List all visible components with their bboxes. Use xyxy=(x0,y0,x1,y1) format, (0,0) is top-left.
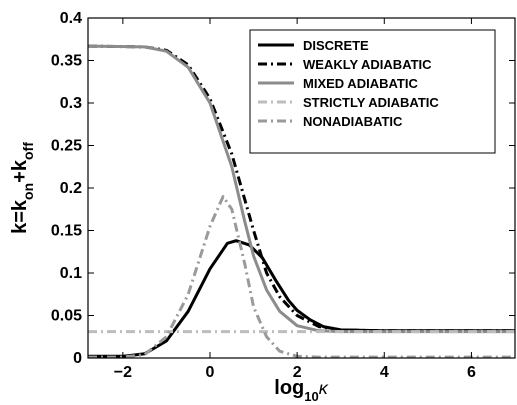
x-tick-label: 2 xyxy=(293,364,302,381)
y-tick-label: 0.4 xyxy=(60,10,82,27)
legend-label: DISCRETE xyxy=(303,38,369,53)
legend-label: NONADIABATIC xyxy=(303,114,403,129)
y-tick-label: 0.35 xyxy=(51,53,82,70)
y-tick-label: 0.05 xyxy=(51,308,82,325)
legend: DISCRETE WEAKLY ADIABATIC MIXED ADIABATIC S… xyxy=(249,29,496,154)
x-tick-label: 0 xyxy=(206,364,215,381)
x-tick-label: −2 xyxy=(114,364,132,381)
legend-label: WEAKLY ADIABATIC xyxy=(303,57,432,72)
y-tick-label: 0.2 xyxy=(60,180,82,197)
x-tick-label: 6 xyxy=(467,364,476,381)
y-tick-label: 0.15 xyxy=(51,223,82,240)
x-axis-label: log10κ xyxy=(274,377,328,404)
y-tick-label: 0 xyxy=(73,350,82,367)
legend-label: MIXED ADIABATIC xyxy=(303,76,418,91)
y-tick-label: 0.3 xyxy=(60,95,82,112)
y-tick-label: 0.25 xyxy=(51,138,82,155)
ticks-layer: −2 0 2 4 6 0 0.05 0.1 0.15 0.2 0.25 0.3 0.35 0.4 xyxy=(51,10,515,381)
legend-label: STRICTLY ADIABATIC xyxy=(303,95,439,110)
y-tick-label: 0.1 xyxy=(60,265,82,282)
series-line-mixed-adiabatic xyxy=(88,44,515,334)
legend-box xyxy=(249,29,496,154)
series-line-nonadiabatic xyxy=(88,195,515,358)
y-axis-label: k=kon+koff xyxy=(9,142,36,234)
series-layer xyxy=(88,44,515,358)
x-tick-label: 4 xyxy=(380,364,389,381)
